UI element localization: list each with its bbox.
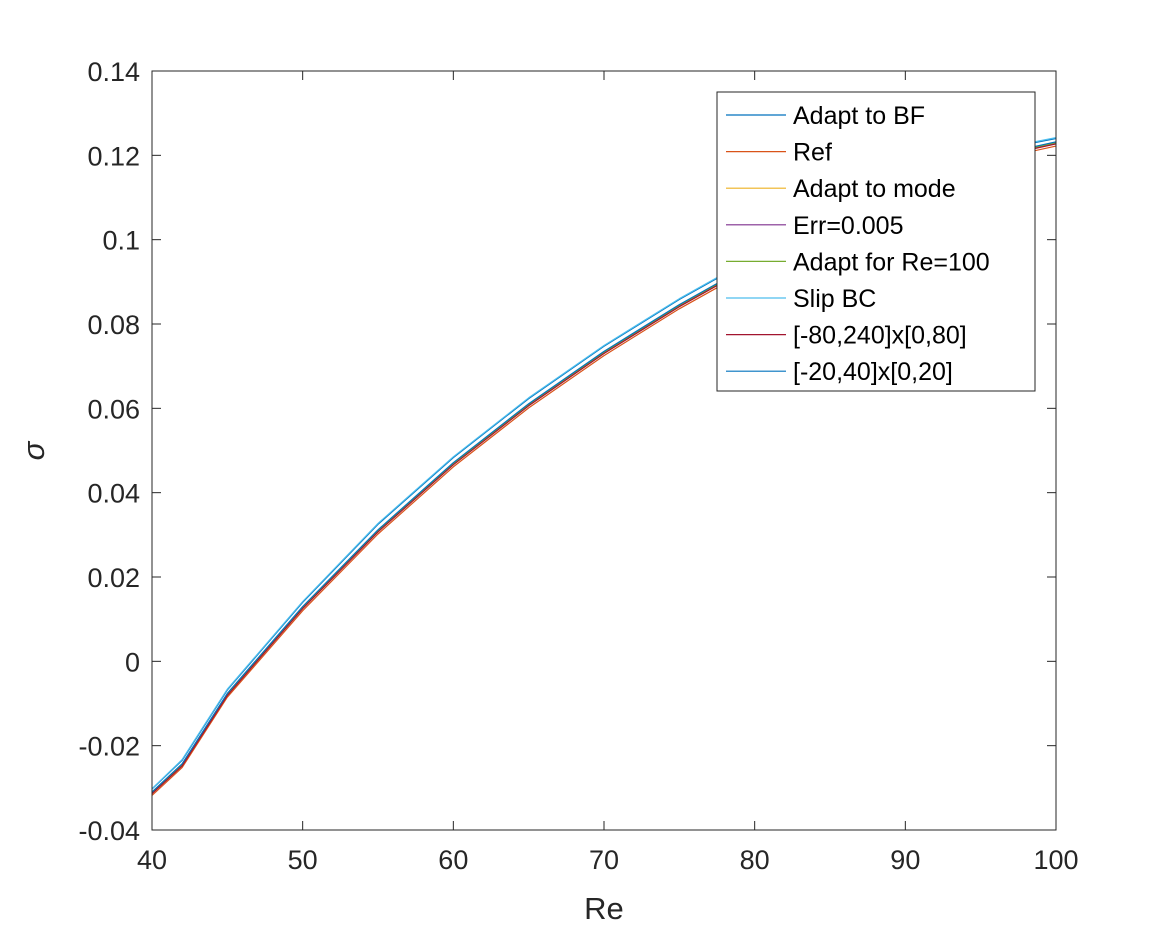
legend-label: [-20,40]x[0,20] (793, 358, 953, 386)
x-tick-label: 40 (137, 845, 167, 875)
legend-label: Adapt to BF (793, 102, 925, 130)
legend[interactable]: Adapt to BF Ref Adapt to mode Err=0.005 Adap… (716, 91, 1036, 392)
y-tick-label: 0.02 (87, 563, 140, 593)
y-tick-label: -0.02 (78, 732, 140, 762)
legend-label: Ref (793, 139, 832, 167)
y-tick-label: 0.06 (87, 394, 140, 424)
legend-label: Err=0.005 (793, 212, 904, 240)
y-tick-labels: -0.04 -0.02 0 0.02 0.04 0.06 0.08 0.1 0.12 0.14 (78, 57, 140, 846)
y-tick-label: 0.04 (87, 479, 140, 509)
x-tick-label: 50 (288, 845, 318, 875)
y-tick-label: 0.14 (87, 57, 140, 87)
legend-label: Adapt for Re=100 (793, 248, 990, 276)
y-tick-label: 0.12 (87, 141, 140, 171)
legend-label: Adapt to mode (793, 175, 956, 203)
x-tick-labels: 40 50 60 70 80 90 100 (137, 845, 1079, 875)
x-tick-label: 100 (1033, 845, 1078, 875)
x-tick-label: 90 (890, 845, 920, 875)
y-axis-label: σ (16, 440, 51, 460)
legend-entries: Adapt to BF Ref Adapt to mode Err=0.005 Adap… (726, 102, 990, 386)
y-tick-label: -0.04 (78, 816, 140, 846)
x-tick-label: 80 (740, 845, 770, 875)
x-tick-label: 60 (438, 845, 468, 875)
legend-label: [-80,240]x[0,80] (793, 322, 967, 350)
x-axis-label: Re (584, 891, 624, 926)
y-tick-label: 0.08 (87, 310, 140, 340)
y-tick-label: 0.1 (102, 226, 140, 256)
y-tick-label: 0 (125, 647, 140, 677)
legend-label: Slip BC (793, 285, 876, 313)
axis-ticks (151, 70, 1057, 831)
x-tick-label: 70 (589, 845, 619, 875)
legend-box (716, 91, 1036, 392)
